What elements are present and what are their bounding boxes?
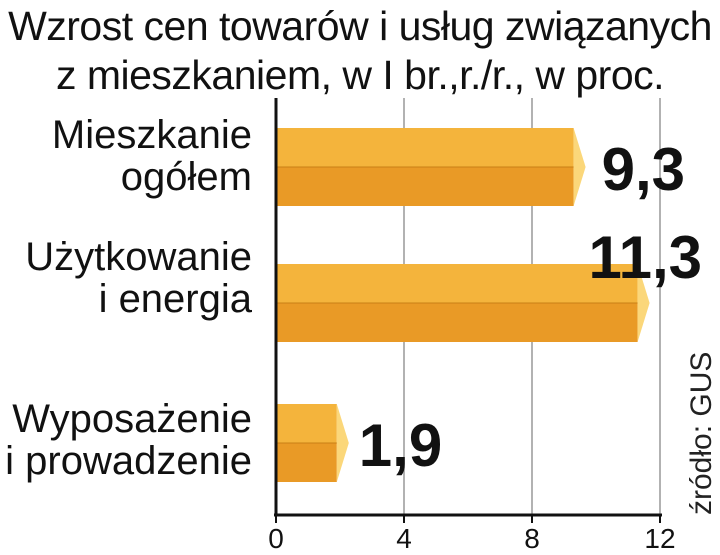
bar-3-top: [276, 404, 337, 443]
source-label: źródło: GUS: [685, 351, 718, 515]
x-tick-label-2: 8: [524, 523, 540, 554]
bar-1-tip: [573, 128, 586, 206]
category-label-1-line-1: Mieszkanie: [51, 113, 252, 157]
bar-1-top: [276, 128, 574, 167]
bar-2-bottom: [276, 303, 638, 342]
value-label-1: 9,3: [602, 136, 685, 203]
x-tick-label-3: 12: [644, 523, 675, 554]
x-tick-label-1: 4: [396, 523, 412, 554]
value-label-3: 1,9: [359, 412, 442, 479]
category-label-2-line-1: Użytkowanie: [25, 235, 252, 279]
bar-2-top: [276, 264, 638, 303]
value-label-2: 11,3: [589, 224, 702, 291]
chart-title-line-1: Wzrost cen towarów i usług związanych: [8, 3, 712, 49]
category-label-2-line-2: i energia: [98, 277, 252, 321]
category-label-3-line-1: Wyposażenie: [12, 397, 252, 441]
bar-3-tip: [336, 404, 349, 482]
chart-title-line-2: z mieszkaniem, w I br.,r./r., w proc.: [55, 52, 665, 98]
category-label-3-line-2: i prowadzenie: [5, 439, 252, 483]
bar-3-bottom: [276, 443, 337, 482]
x-tick-label-0: 0: [268, 523, 284, 554]
category-label-1-line-2: ogółem: [120, 155, 252, 199]
bar-2-tip: [637, 264, 650, 342]
bar-1-bottom: [276, 167, 574, 206]
